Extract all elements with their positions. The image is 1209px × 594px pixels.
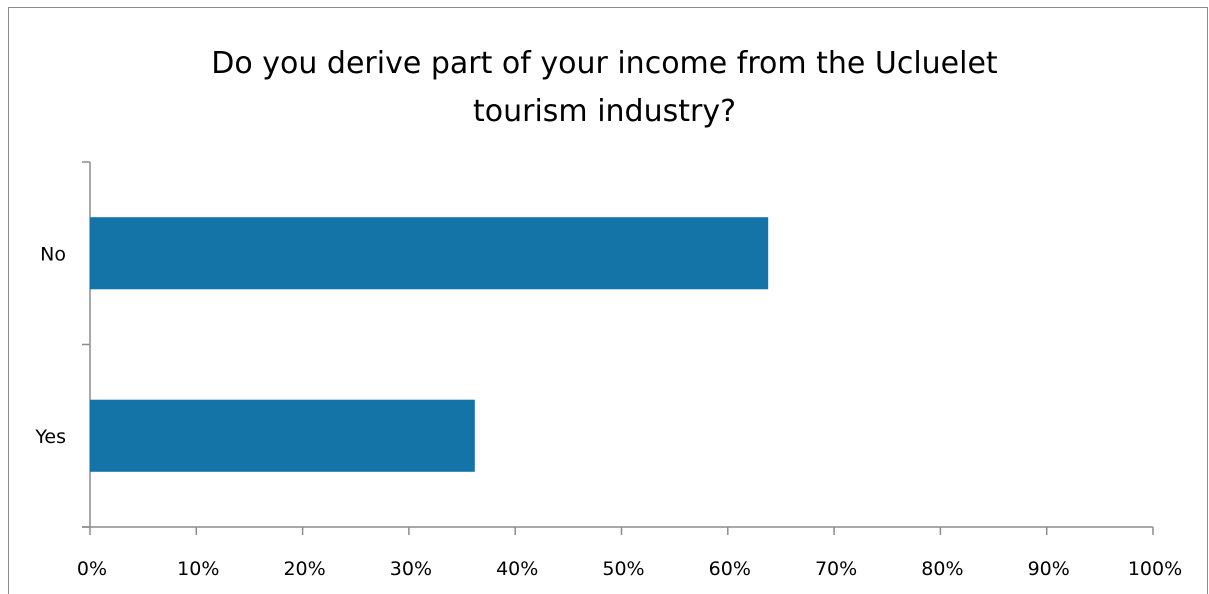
chart-title-line-1: Do you derive part of your income from t… [211, 46, 998, 81]
chart-title-line-2: tourism industry? [473, 94, 736, 129]
y-tick-label: Yes [34, 426, 66, 448]
x-tick-label: 30% [390, 558, 432, 580]
bar-no [90, 217, 769, 290]
x-tick-label: 70% [815, 558, 857, 580]
x-tick-label: 50% [602, 558, 644, 580]
x-tick-label: 100% [1128, 558, 1182, 580]
x-tick-label: 0% [77, 558, 107, 580]
x-tick-label: 20% [283, 558, 325, 580]
x-tick-label: 90% [1028, 558, 1070, 580]
y-tick-label: No [40, 243, 66, 265]
x-tick-label: 40% [496, 558, 538, 580]
x-tick-label: 80% [921, 558, 963, 580]
chart-frame [8, 7, 1208, 594]
x-tick-label: 10% [177, 558, 219, 580]
x-tick-label: 60% [709, 558, 751, 580]
chart-title: Do you derive part of your income from t… [0, 40, 1209, 136]
bar-yes [90, 399, 475, 472]
